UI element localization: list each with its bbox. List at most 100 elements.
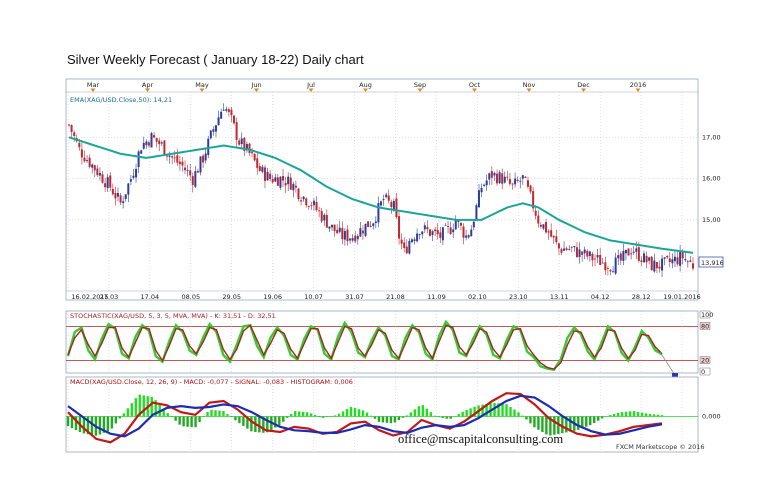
stochastic-tick-box [699, 322, 711, 330]
macd-histogram-bar [210, 409, 213, 417]
price-candle [150, 133, 153, 148]
month-marker-icon [581, 88, 586, 92]
price-candle [367, 221, 370, 227]
price-candle [104, 183, 107, 188]
macd-zero-tick: 0,000 [702, 413, 721, 421]
macd-histogram-bar [620, 412, 624, 417]
price-candle [594, 258, 597, 260]
price-candle [454, 220, 457, 230]
price-candle [101, 174, 104, 183]
macd-histogram-bar [142, 395, 145, 417]
price-candle [297, 188, 300, 199]
macd-histogram-bar [262, 416, 265, 433]
macd-histogram-bar [608, 415, 612, 417]
macd-histogram-bar [601, 416, 604, 419]
macd-histogram-bar [401, 416, 405, 418]
price-candle [147, 142, 150, 146]
macd-histogram-bar [473, 406, 476, 417]
price-candle [294, 185, 297, 188]
price-candle [542, 224, 545, 229]
chart-credit: FXCM Marketscope © 2016 [616, 443, 705, 451]
macd-histogram-bar [202, 416, 205, 418]
price-candle [521, 175, 524, 179]
price-candle [470, 229, 473, 237]
date-label: 31.07 [345, 293, 364, 301]
price-candle [686, 261, 689, 263]
price-candle [612, 271, 615, 273]
price-candle [545, 222, 548, 233]
macd-histogram-bar [286, 416, 289, 418]
macd-histogram-bar [445, 416, 448, 419]
macd-histogram-bar [250, 416, 253, 432]
macd-histogram-bar [218, 410, 221, 417]
price-candle [88, 157, 91, 167]
stochastic-y-ticks: 100 80 20 0 [699, 310, 713, 376]
macd-histogram-bar [517, 412, 520, 417]
macd-histogram-bar [353, 408, 357, 417]
price-candle [640, 260, 643, 263]
macd-histogram-bar [170, 416, 173, 417]
macd-histogram-bar [70, 416, 74, 429]
price-candle [457, 220, 460, 222]
price-candle [622, 250, 625, 261]
price-candle [196, 170, 199, 173]
macd-histogram-bar [433, 415, 436, 417]
price-candle [220, 111, 223, 119]
price-candle [601, 262, 604, 264]
price-candle [609, 270, 612, 272]
price-candle [658, 266, 661, 269]
date-label: 02.10 [468, 293, 487, 301]
price-candle [575, 247, 578, 258]
price-candle [114, 193, 117, 199]
price-candle [661, 258, 664, 271]
macd-histogram-bar [541, 416, 544, 433]
price-candle [349, 238, 352, 241]
macd-histogram-bar [238, 416, 241, 424]
macd-histogram-bar [537, 416, 540, 430]
price-candle [300, 200, 303, 202]
macd-histogram-bar [305, 412, 309, 417]
price-candle [325, 214, 328, 228]
contact-email[interactable]: office@mscapitalconsulting.com [398, 432, 564, 446]
price-candle [111, 188, 114, 195]
macd-histogram-bar [226, 414, 229, 417]
price-candle [372, 223, 375, 226]
price-candle [462, 226, 465, 238]
signal-line [67, 394, 663, 438]
price-candle [599, 254, 602, 265]
price-candle [444, 224, 447, 226]
price-candle [483, 184, 486, 186]
price-candle [643, 253, 646, 263]
price-candle [135, 168, 138, 178]
price-candle [529, 185, 532, 192]
macd-histogram-bar [258, 416, 261, 433]
macd-histogram-bar [349, 406, 353, 417]
macd-histogram-bar [421, 405, 425, 417]
price-y-tick: 17,00 [702, 133, 721, 141]
macd-histogram-bar [373, 416, 377, 419]
price-candle [382, 199, 385, 201]
price-candle [423, 225, 426, 230]
price-candle [570, 246, 573, 248]
month-marker-icon [472, 88, 477, 92]
price-candle [124, 194, 127, 199]
macd-histogram-bar [469, 408, 472, 417]
month-marker-icon [308, 88, 314, 92]
price-candle [336, 229, 339, 234]
price-candle [655, 262, 658, 269]
macd-histogram-bar [660, 415, 664, 417]
stochastic-indicator-label: STOCHASTIC(XAG/USD, 5, 3, 5, MVA, MVA) -… [70, 312, 276, 320]
ema-indicator-label: EMA(XAG/USD.Close,50): 14,21 [70, 96, 172, 104]
price-candle [617, 255, 620, 259]
price-candle [506, 176, 509, 178]
last-price-box [698, 256, 724, 268]
price-candle [78, 142, 81, 148]
price-candle [560, 249, 563, 253]
macd-histogram-bar [274, 416, 277, 428]
stochastic-y-tick: 0 [701, 368, 705, 376]
price-candle [606, 268, 609, 269]
price-candle [501, 173, 504, 184]
price-candle [356, 235, 359, 240]
price-candle [377, 203, 380, 223]
price-candle [596, 255, 599, 258]
